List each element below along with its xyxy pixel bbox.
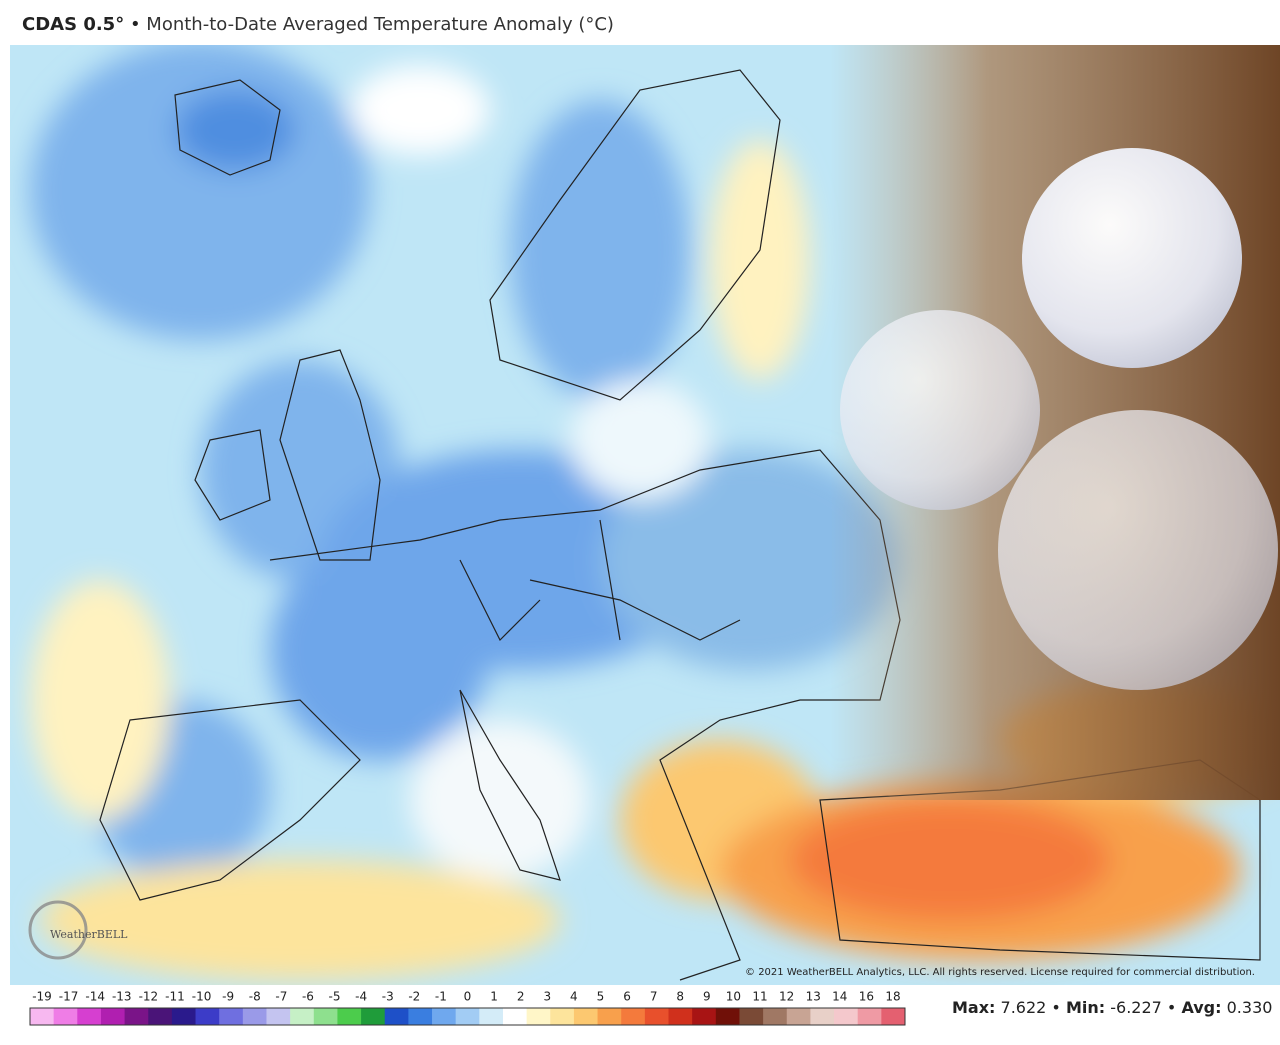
colorbar-label: -3 bbox=[382, 990, 394, 1004]
model-name: CDAS 0.5° bbox=[22, 14, 125, 35]
colorbar-segment bbox=[644, 1008, 670, 1025]
colorbar-segment bbox=[290, 1008, 315, 1025]
colorbar-label: -19 bbox=[32, 990, 52, 1004]
colorbar-label: -8 bbox=[249, 990, 261, 1004]
colorbar-segment bbox=[526, 1008, 551, 1025]
logo-text: WeatherBELL bbox=[50, 928, 128, 941]
colorbar-label: -1 bbox=[435, 990, 447, 1004]
colorbar-label: 7 bbox=[650, 990, 658, 1004]
colorbar-segment bbox=[242, 1008, 267, 1025]
colorbar-segment bbox=[786, 1008, 811, 1025]
colorbar-label: 13 bbox=[806, 990, 821, 1004]
copyright: © 2021 WeatherBELL Analytics, LLC. All r… bbox=[745, 967, 1255, 978]
colorbar-segment bbox=[692, 1008, 717, 1025]
stat-value: 0.330 bbox=[1226, 998, 1273, 1017]
colorbar-segment bbox=[100, 1008, 126, 1025]
colorbar-segment bbox=[881, 1008, 906, 1025]
colorbar: -19 -17 -14 -13 -12 -11 -10 -9 -8 -7 -6 -5 -4 -3 -2 -1 0… bbox=[29, 990, 906, 1026]
colorbar-segment bbox=[763, 1008, 788, 1025]
stat-separator: • bbox=[1046, 998, 1066, 1017]
stats: Max: 7.622 • Min: -6.227 • Avg: 0.330 bbox=[952, 998, 1272, 1017]
stat-label: Max: bbox=[952, 998, 996, 1017]
colorbar-label: 0 bbox=[464, 990, 472, 1004]
colorbar-segment bbox=[597, 1008, 622, 1025]
colorbar-label: 5 bbox=[597, 990, 605, 1004]
colorbar-label: 1 bbox=[490, 990, 498, 1004]
colorbar-label: -6 bbox=[302, 990, 314, 1004]
stat-label: Avg: bbox=[1181, 998, 1222, 1017]
colorbar-label: -4 bbox=[355, 990, 367, 1004]
colorbar-label: 14 bbox=[832, 990, 847, 1004]
colorbar-segment bbox=[219, 1008, 244, 1025]
colorbar-label: 16 bbox=[859, 990, 874, 1004]
colorbar-label: 9 bbox=[703, 990, 711, 1004]
anomaly-field: WeatherBELL © 2021 WeatherBELL Analytics… bbox=[10, 45, 1280, 985]
colorbar-segment bbox=[313, 1008, 338, 1025]
colorbar-label: -10 bbox=[192, 990, 212, 1004]
colorbar-frame bbox=[29, 1007, 906, 1026]
colorbar-segment bbox=[455, 1008, 480, 1025]
colorbar-segment bbox=[502, 1008, 528, 1025]
map-title: Month-to-Date Averaged Temperature Anoma… bbox=[146, 14, 614, 35]
colorbar-segment bbox=[30, 1008, 55, 1025]
colorbar-label: -7 bbox=[275, 990, 287, 1004]
colorbar-segment bbox=[573, 1008, 599, 1025]
logo: WeatherBELL bbox=[28, 900, 128, 960]
colorbar-segment bbox=[148, 1008, 173, 1025]
colorbar-segment bbox=[266, 1008, 291, 1025]
colorbar-segment bbox=[810, 1008, 835, 1025]
colorbar-label: -14 bbox=[85, 990, 105, 1004]
colorbar-segment bbox=[171, 1008, 197, 1025]
colorbar-segment bbox=[834, 1008, 859, 1025]
header: CDAS 0.5° • Month-to-Date Averaged Tempe… bbox=[22, 14, 614, 35]
colorbar-label: 4 bbox=[570, 990, 578, 1004]
colorbar-label: 11 bbox=[752, 990, 767, 1004]
colorbar-segment bbox=[857, 1008, 882, 1025]
colorbar-label: -12 bbox=[139, 990, 159, 1004]
colorbar-label: 3 bbox=[543, 990, 551, 1004]
colorbar-label: -17 bbox=[59, 990, 79, 1004]
separator: • bbox=[129, 14, 141, 35]
colorbar-segment bbox=[77, 1008, 102, 1025]
stat-value: 7.622 bbox=[1000, 998, 1047, 1017]
colorbar-segment bbox=[337, 1008, 362, 1025]
colorbar-segment bbox=[621, 1008, 646, 1025]
colorbar-label: -2 bbox=[408, 990, 420, 1004]
colorbar-label: 18 bbox=[885, 990, 900, 1004]
colorbar-segment bbox=[195, 1008, 220, 1025]
colorbar-segment bbox=[408, 1008, 433, 1025]
colorbar-segment bbox=[361, 1008, 386, 1025]
colorbar-segment bbox=[384, 1008, 409, 1025]
colorbar-segment bbox=[550, 1008, 575, 1025]
stat-label: Min: bbox=[1065, 998, 1106, 1017]
colorbar-label: -13 bbox=[112, 990, 132, 1004]
colorbar-label: -11 bbox=[165, 990, 185, 1004]
colorbar-segment bbox=[53, 1008, 78, 1025]
colorbar-label: 8 bbox=[676, 990, 684, 1004]
photo-overlay bbox=[830, 45, 1280, 800]
colorbar-label: 6 bbox=[623, 990, 631, 1004]
stat-separator: • bbox=[1161, 998, 1182, 1017]
colorbar-segment bbox=[124, 1008, 149, 1025]
colorbar-label: -5 bbox=[329, 990, 341, 1004]
colorbar-label: 10 bbox=[726, 990, 741, 1004]
colorbar-segment bbox=[479, 1008, 504, 1025]
colorbar-label: -9 bbox=[222, 990, 234, 1004]
colorbar-label: 2 bbox=[517, 990, 525, 1004]
colorbar-segment bbox=[668, 1008, 693, 1025]
colorbar-segment bbox=[432, 1008, 457, 1025]
colorbar-label: 12 bbox=[779, 990, 794, 1004]
colorbar-segment bbox=[739, 1008, 764, 1025]
stat-value: -6.227 bbox=[1110, 998, 1162, 1017]
colorbar-segment bbox=[715, 1008, 740, 1025]
